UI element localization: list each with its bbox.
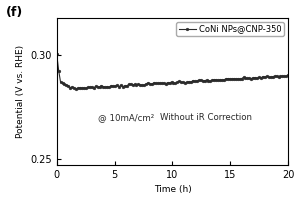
CoNi NPs@CNP-350 — [216, 79, 220, 82]
Y-axis label: Potential (V vs. RHE): Potential (V vs. RHE) — [16, 45, 25, 138]
CoNi NPs@CNP-350 — [185, 81, 189, 84]
CoNi NPs@CNP-350 — [119, 84, 123, 87]
CoNi NPs@CNP-350 — [286, 74, 290, 76]
CoNi NPs@CNP-350 — [55, 53, 58, 56]
CoNi NPs@CNP-350 — [280, 75, 284, 77]
Legend: CoNi NPs@CNP-350: CoNi NPs@CNP-350 — [176, 22, 284, 36]
Text: Without iR Correction: Without iR Correction — [149, 113, 252, 122]
Text: (f): (f) — [6, 6, 23, 19]
Text: @ 10mA/cm²: @ 10mA/cm² — [98, 113, 154, 122]
X-axis label: Time (h): Time (h) — [154, 185, 191, 194]
CoNi NPs@CNP-350 — [74, 87, 78, 90]
CoNi NPs@CNP-350 — [106, 85, 109, 88]
Line: CoNi NPs@CNP-350: CoNi NPs@CNP-350 — [55, 53, 290, 90]
CoNi NPs@CNP-350 — [240, 77, 243, 80]
